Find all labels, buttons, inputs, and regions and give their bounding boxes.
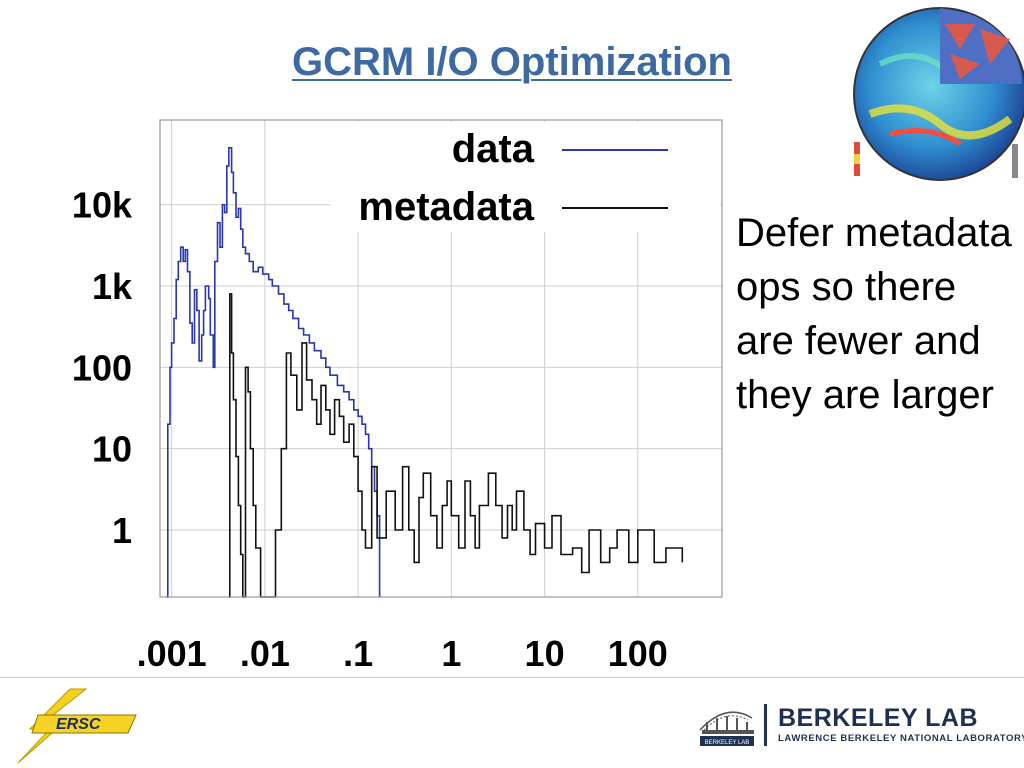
series-line-data <box>166 147 381 598</box>
berkeley-lab-name: BERKELEY LAB <box>778 704 979 732</box>
side-note: Defer metadata ops so there are fewer an… <box>736 211 1012 417</box>
y-tick-label-3: 1k <box>92 266 133 307</box>
y-tick-label-0: 1 <box>112 510 132 551</box>
legend-label-metadata: metadata <box>358 185 534 229</box>
series-line-metadata <box>228 293 684 598</box>
footer-divider <box>0 677 1024 678</box>
y-tick-label-4: 10k <box>72 185 133 226</box>
chart-series <box>166 147 684 598</box>
berkeley-lab-mark-icon: BERKELEY LAB <box>699 704 767 746</box>
slide-title: GCRM I/O Optimization <box>292 40 732 84</box>
y-axis-tick-labels: 1 10 100 1k 10k <box>72 185 133 551</box>
nersc-logo: ERSC <box>17 688 137 764</box>
berkeley-lab-logo: BERKELEY LAB BERKELEY LAB LAWRENCE BERKE… <box>696 700 1024 750</box>
legend-background <box>330 122 720 232</box>
x-tick-label-1: .01 <box>240 633 290 674</box>
x-tick-label-5: 100 <box>608 633 668 674</box>
chart-legend: data metadata <box>330 122 720 232</box>
legend-label-data: data <box>452 127 535 171</box>
x-tick-label-2: .1 <box>343 633 373 674</box>
x-tick-label-0: .001 <box>137 633 207 674</box>
plot-frame <box>159 119 723 598</box>
berkeley-lab-subtitle: LAWRENCE BERKELEY NATIONAL LABORATORY <box>778 733 1024 744</box>
y-tick-label-2: 100 <box>72 347 132 388</box>
y-tick-label-1: 10 <box>92 429 132 470</box>
nersc-logo-text: ERSC <box>56 716 101 733</box>
histogram-chart: 1 10 100 1k 10k .001 .01 .1 1 10 100 data metadata <box>72 119 723 674</box>
globe-icon <box>853 7 1024 181</box>
x-axis-tick-labels: .001 .01 .1 1 10 100 <box>137 633 668 674</box>
berkeley-lab-mark-text: BERKELEY LAB <box>705 740 750 746</box>
x-tick-label-4: 10 <box>525 633 565 674</box>
x-tick-label-3: 1 <box>441 633 461 674</box>
